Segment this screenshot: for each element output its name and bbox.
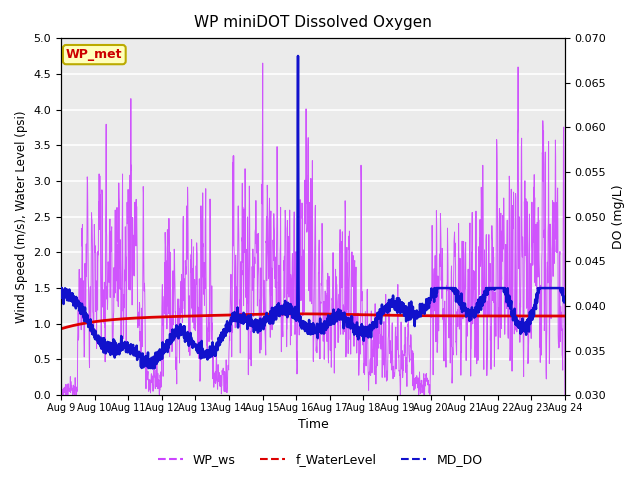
- Legend: WP_ws, f_WaterLevel, MD_DO: WP_ws, f_WaterLevel, MD_DO: [152, 448, 488, 471]
- X-axis label: Time: Time: [298, 419, 328, 432]
- Title: WP miniDOT Dissolved Oxygen: WP miniDOT Dissolved Oxygen: [194, 15, 432, 30]
- Text: WP_met: WP_met: [66, 48, 123, 61]
- Y-axis label: Wind Speed (m/s), Water Level (psi): Wind Speed (m/s), Water Level (psi): [15, 110, 28, 323]
- Y-axis label: DO (mg/L): DO (mg/L): [612, 184, 625, 249]
